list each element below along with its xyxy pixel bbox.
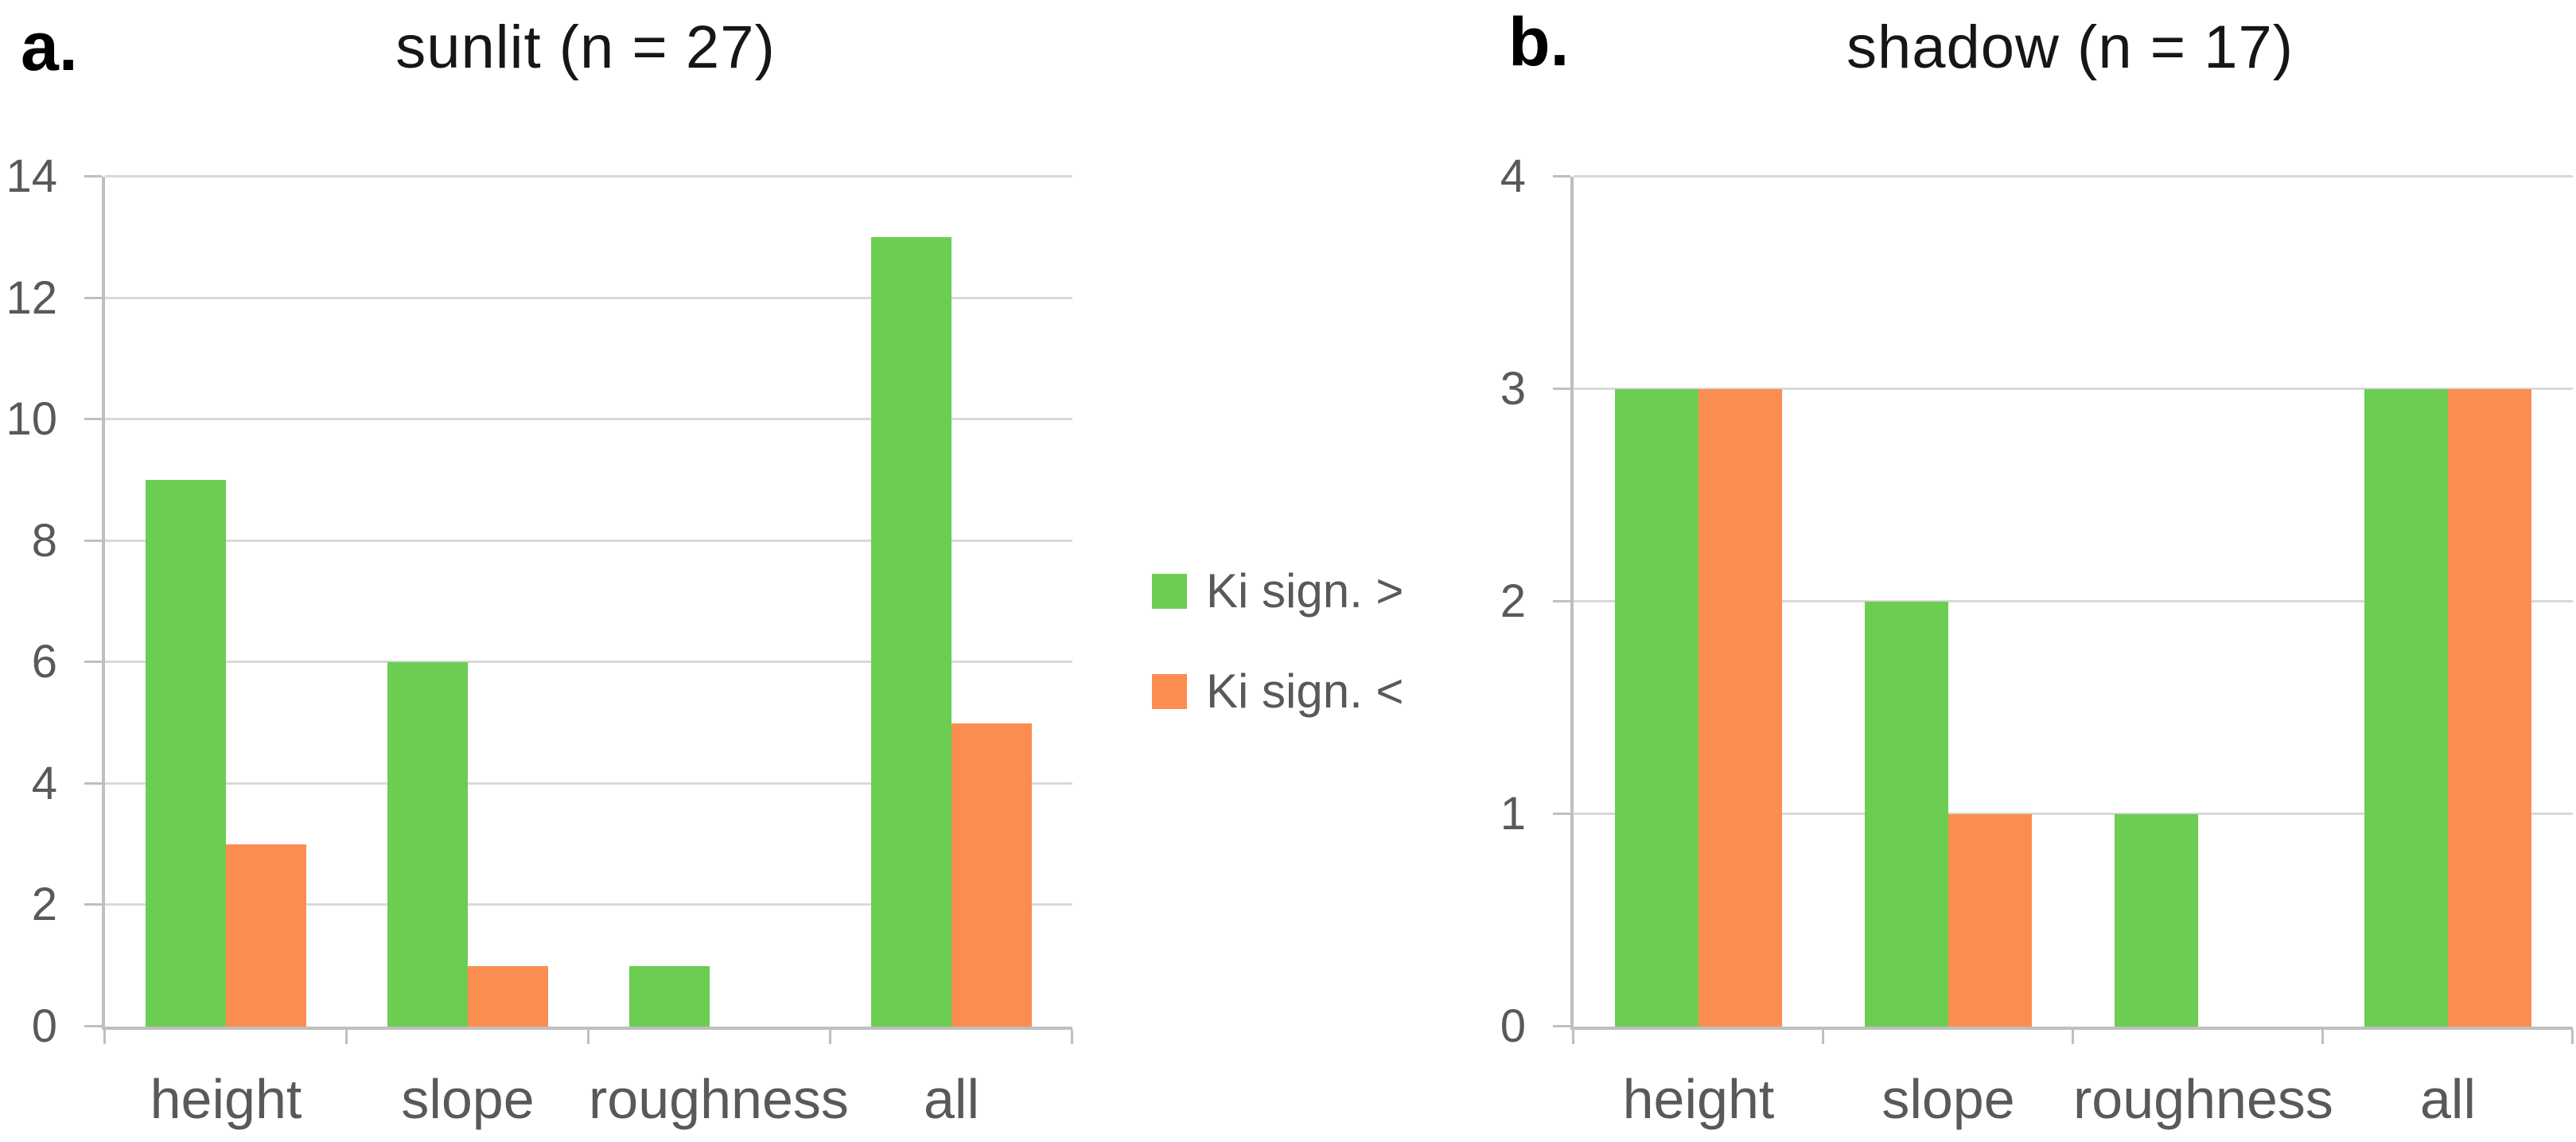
y-tick-label: 0 <box>31 1000 57 1052</box>
y-axis-tick <box>84 781 102 785</box>
bar-green <box>2115 814 2198 1027</box>
chart-b-plot-area: 0 1 2 3 4 height slope roughness all <box>1500 153 2574 1127</box>
category-label: roughness <box>589 1068 849 1130</box>
y-tick-label: 0 <box>1500 1000 1526 1052</box>
green-square-icon <box>1152 574 1187 609</box>
x-axis-tick <box>1822 1030 1824 1044</box>
bar-green <box>387 662 468 1027</box>
bar-green <box>1615 389 1699 1027</box>
y-axis-tick <box>84 175 102 177</box>
y-axis-tick <box>84 539 102 542</box>
bar-orange <box>2448 389 2531 1027</box>
bar-orange <box>468 965 549 1027</box>
gridline <box>105 175 1072 177</box>
category-label: height <box>1622 1068 1775 1130</box>
bar-green <box>1865 602 1948 1027</box>
gridline <box>1574 600 2573 602</box>
y-tick-label: 2 <box>31 879 57 931</box>
category-label: slope <box>401 1068 535 1130</box>
gridline <box>1574 175 2573 177</box>
gridline <box>1574 813 2573 815</box>
y-axis-tick <box>84 418 102 421</box>
y-axis-tick <box>84 1025 102 1027</box>
legend-item-greater: Ki sign. > <box>1152 567 1403 616</box>
y-axis-tick <box>1553 600 1570 602</box>
legend-label-greater: Ki sign. > <box>1206 564 1404 618</box>
x-axis-tick <box>345 1030 348 1044</box>
x-axis-tick <box>2321 1030 2324 1044</box>
gridline <box>105 781 1072 785</box>
y-axis-tick <box>84 903 102 906</box>
y-axis-tick <box>1553 175 1570 177</box>
bar-orange <box>226 844 307 1027</box>
y-tick-label: 4 <box>31 757 57 809</box>
gridline <box>105 903 1072 906</box>
category-label: all <box>923 1068 980 1130</box>
category-label: slope <box>1881 1068 2015 1130</box>
bar-green <box>628 965 710 1027</box>
gridline <box>105 539 1072 542</box>
bar-green <box>2364 389 2448 1027</box>
y-tick-label: 14 <box>6 150 57 202</box>
bar-green <box>870 237 951 1027</box>
panel-label-b: b. <box>1508 4 1570 80</box>
y-tick-label: 10 <box>6 393 57 446</box>
x-axis-tick <box>829 1030 831 1044</box>
panel-label-a: a. <box>21 9 78 85</box>
y-axis-tick <box>84 661 102 664</box>
category-label: all <box>2419 1068 2477 1130</box>
bar-green <box>145 480 226 1027</box>
y-tick-label: 12 <box>6 271 57 324</box>
gridline <box>105 661 1072 664</box>
chart-b-title: shadow (n = 17) <box>1846 14 2294 81</box>
category-label: height <box>150 1068 302 1130</box>
y-tick-label: 1 <box>1500 788 1526 840</box>
y-axis-tick <box>1553 1025 1570 1027</box>
orange-square-icon <box>1152 674 1187 709</box>
y-axis-tick <box>84 296 102 299</box>
x-axis-tick <box>1071 1030 1073 1044</box>
x-axis-tick <box>2072 1030 2074 1044</box>
legend-label-less: Ki sign. < <box>1206 665 1404 718</box>
y-tick-label: 4 <box>1500 150 1526 202</box>
x-axis-tick <box>103 1030 106 1044</box>
x-axis-tick <box>587 1030 590 1044</box>
y-tick-label: 6 <box>31 636 57 688</box>
bar-orange <box>951 723 1033 1027</box>
category-label: roughness <box>2073 1068 2333 1130</box>
chart-a-plot-area: 0 2 4 6 8 10 12 14 height slope roughness all <box>6 153 1073 1127</box>
y-tick-label: 2 <box>1500 575 1526 627</box>
chart-a-title: sunlit (n = 27) <box>395 14 776 81</box>
x-axis-tick <box>1572 1030 1574 1044</box>
legend-item-less: Ki sign. < <box>1152 667 1403 716</box>
gridline <box>1574 388 2573 390</box>
bar-orange <box>1699 389 1782 1027</box>
y-tick-label: 8 <box>31 514 57 567</box>
x-axis-tick <box>2571 1030 2574 1044</box>
y-tick-label: 3 <box>1500 363 1526 415</box>
gridline <box>105 418 1072 421</box>
y-axis-tick <box>1553 813 1570 815</box>
gridline <box>105 296 1072 299</box>
legend: Ki sign. > Ki sign. < <box>1152 567 1403 716</box>
y-axis-tick <box>1553 388 1570 390</box>
bar-orange <box>1948 814 2032 1027</box>
